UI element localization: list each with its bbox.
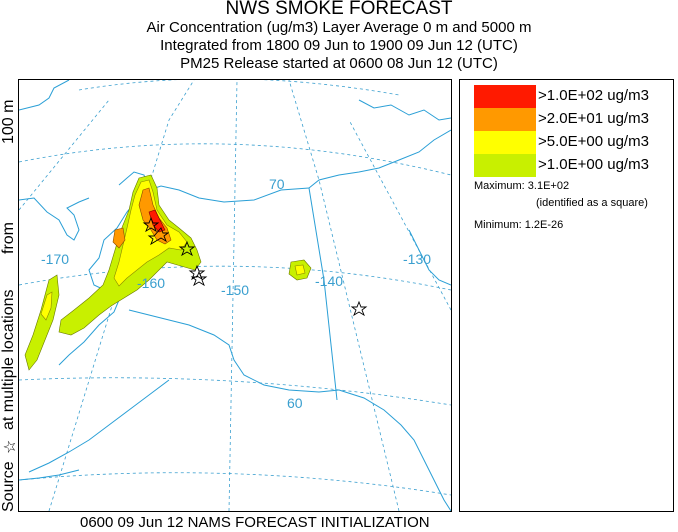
legend-label: >1.0E+02 ug/m3 xyxy=(538,87,649,104)
legend-label: >1.0E+00 ug/m3 xyxy=(538,156,649,173)
coast-hudson xyxy=(408,229,451,286)
side-label-height: 100 m xyxy=(0,99,17,144)
legend-swatch xyxy=(474,131,536,154)
legend-label: >2.0E+01 ug/m3 xyxy=(538,110,649,127)
plume-gt100 xyxy=(148,209,166,233)
plume-gt5-east xyxy=(294,264,306,276)
minimum-value: Minimum: 1.2E-26 xyxy=(474,219,564,231)
coast-south-alaska xyxy=(128,309,340,393)
grid-lon-160 xyxy=(48,80,195,511)
grid-lon-170 xyxy=(19,99,110,211)
map-panel: -170 -160 -150 -140 -130 70 60 xyxy=(18,79,452,512)
grid-label-lon-170: -170 xyxy=(41,251,69,267)
forecast-title: NWS SMOKE FORECAST xyxy=(225,0,453,19)
plume-gt5-west xyxy=(40,291,53,321)
fire-sources xyxy=(142,216,368,317)
coast-peninsula xyxy=(28,379,170,473)
coast-yukon xyxy=(308,129,451,189)
legend-swatch xyxy=(474,85,536,108)
side-label-source: Source xyxy=(0,461,17,512)
grid-lat-75 xyxy=(78,80,400,96)
source-star-icon: ☆ xyxy=(2,439,19,454)
coast-chukotka xyxy=(19,197,90,241)
grid-lat-70 xyxy=(19,143,451,176)
plume-gt5 xyxy=(113,179,188,287)
source-side-label: Source ☆ at multiple locations from 100 … xyxy=(0,76,20,512)
grid-lat-65 xyxy=(19,265,451,291)
grid-lat-60 xyxy=(19,377,451,406)
legend-item-gt1: >1.0E+00 ug/m3 xyxy=(474,154,659,177)
grid-label-lon-160: -160 xyxy=(137,275,165,291)
grid-label-lon-150: -150 xyxy=(221,282,249,298)
maximum-value: Maximum: 3.1E+02 xyxy=(474,180,570,192)
legend-swatch xyxy=(474,108,536,131)
legend-item-gt5: >5.0E+00 ug/m3 xyxy=(474,131,659,154)
release-start: PM25 Release started at 0600 08 Jun 12 (… xyxy=(180,55,498,72)
border-alaska-canada xyxy=(308,187,338,401)
grid-label-lon-130: -130 xyxy=(403,251,431,267)
maximum-note: (identified as a square) xyxy=(536,197,648,209)
side-label-from: from xyxy=(0,222,17,254)
plume-gt20-b xyxy=(112,227,126,249)
grid-label-lat-70: 70 xyxy=(269,176,285,192)
legend-swatch xyxy=(474,154,536,177)
coast-panhandle xyxy=(338,389,451,511)
coast-arctic-islands xyxy=(358,99,451,121)
coast-north-alaska xyxy=(148,185,310,203)
source-star-icon xyxy=(142,216,160,233)
concentration-subtitle: Air Concentration (ug/m3) Layer Average … xyxy=(146,19,532,36)
plume-gt1-west xyxy=(24,274,60,371)
source-star-icon xyxy=(350,300,368,317)
grid-lat-55 xyxy=(19,472,451,496)
smoke-map: -170 -160 -150 -140 -130 70 60 xyxy=(19,80,451,511)
forecast-initialization: 0600 09 Jun 12 NAMS FORECAST INITIALIZAT… xyxy=(80,514,430,531)
legend-panel: >1.0E+02 ug/m3 >2.0E+01 ug/m3 >5.0E+00 u… xyxy=(459,79,674,512)
integration-period: Integrated from 1800 09 Jun to 1900 09 J… xyxy=(160,37,518,54)
side-label-locations: at multiple locations xyxy=(0,289,17,430)
legend-item-gt100: >1.0E+02 ug/m3 xyxy=(474,85,659,108)
coast-west-alaska xyxy=(58,171,150,366)
source-star-icon xyxy=(178,240,196,257)
source-star-icon xyxy=(147,227,170,246)
coast-aleutians xyxy=(19,469,80,481)
source-star-icon xyxy=(190,270,208,287)
grid-lon-130 xyxy=(348,119,451,311)
grid-lon-140 xyxy=(288,80,400,511)
grid-label-lat-60: 60 xyxy=(287,395,303,411)
legend-label: >5.0E+00 ug/m3 xyxy=(538,133,649,150)
legend-item-gt20: >2.0E+01 ug/m3 xyxy=(474,108,659,131)
grid-label-lon-140: -140 xyxy=(315,273,343,289)
coast-siberia xyxy=(19,80,70,111)
